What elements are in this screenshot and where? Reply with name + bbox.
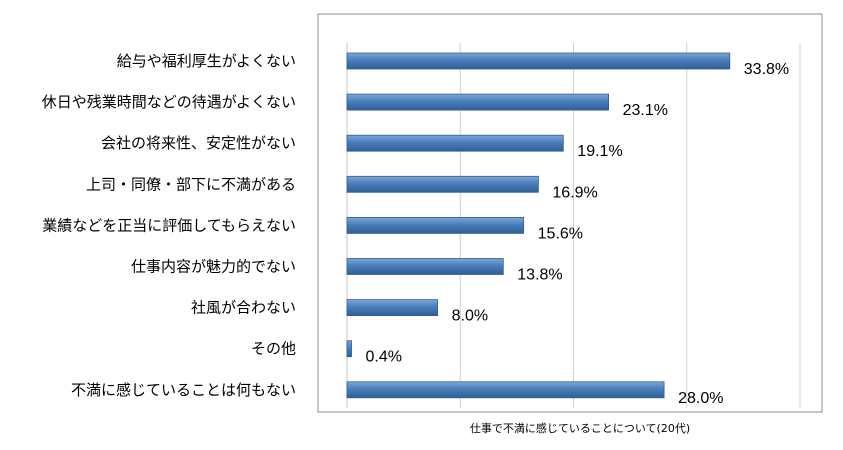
value-label: 13.8% [517, 267, 562, 284]
category-label: 不満に感じていることは何もない [71, 381, 296, 399]
category-label: 給与や福利厚生がよくない [117, 52, 296, 70]
bar [346, 216, 525, 234]
bar [346, 340, 352, 358]
value-label: 19.1% [577, 143, 622, 160]
value-label: 23.1% [623, 102, 668, 119]
value-label: 16.9% [552, 184, 597, 201]
category-label: 会社の将来性、安定性がない [101, 134, 296, 152]
bar [346, 381, 665, 399]
value-label: 33.8% [744, 61, 789, 78]
plot-frame [317, 13, 823, 413]
value-label: 28.0% [678, 390, 723, 407]
bar [346, 134, 564, 152]
bar [346, 52, 731, 70]
bar [346, 258, 504, 275]
category-label: 上司・同僚・部下に不満がある [86, 175, 296, 193]
bars [346, 52, 731, 399]
bar [346, 175, 539, 193]
x-axis-caption: 仕事で不満に感じていることについて(20代) [470, 422, 690, 435]
value-label: 15.6% [538, 225, 583, 242]
category-label: 仕事内容が魅力的でない [131, 258, 296, 276]
category-label: その他 [251, 340, 296, 358]
value-labels: 33.8% 23.1% 19.1% 16.9% 15.6% 13.8% 8.0% 0.4% 28… [366, 61, 790, 407]
category-label: 業績などを正当に評価してもらえない [42, 216, 296, 234]
category-labels: 給与や福利厚生がよくない休日や残業時間などの待遇がよくない会社の将来性、安定性が… [42, 52, 296, 399]
bar [346, 93, 610, 111]
value-label: 0.4% [366, 349, 402, 366]
category-label: 休日や残業時間などの待遇がよくない [42, 93, 296, 111]
value-label: 8.0% [452, 308, 488, 325]
bar [346, 299, 438, 317]
category-label: 社風が合わない [191, 299, 296, 317]
